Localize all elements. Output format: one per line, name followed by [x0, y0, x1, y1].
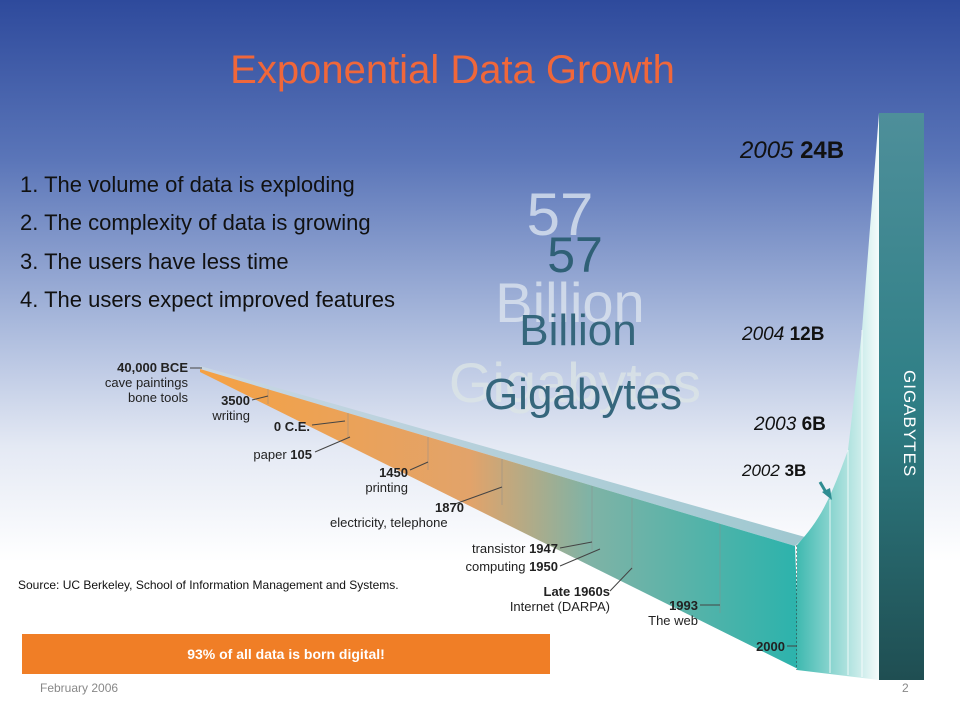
milestone-40000bce: 40,000 BCE cave paintings bone tools	[104, 360, 188, 405]
data-label-2003: 6B	[801, 414, 826, 435]
x-label-2005: 2005	[740, 137, 794, 164]
leader-lines	[190, 367, 797, 647]
ghost-number-back: 57	[526, 181, 594, 248]
milestone-1993: 1993 The web	[648, 598, 698, 628]
growth-fan	[797, 113, 879, 680]
footer-date: February 2006	[40, 681, 119, 695]
ghost-number: 57	[547, 227, 603, 283]
ghost-unit-1-back: Billion	[495, 271, 645, 334]
ghost-unit-1: Billion	[519, 306, 637, 355]
point-2: 2. The complexity of data is growing	[20, 210, 371, 235]
x-label-2003: 2003	[754, 414, 797, 435]
timeline-wedge	[200, 369, 800, 670]
value-label-2004: 2004 12B	[742, 324, 824, 346]
point-4: 4. The users expect improved features	[20, 287, 396, 312]
digital-data-banner: 93% of all data is born digital!	[22, 634, 550, 674]
arrow-2002-head	[822, 488, 832, 500]
value-label-2005: 2005 24B	[740, 137, 844, 165]
milestone-1870: 1870 electricity, telephone	[330, 500, 464, 530]
gigabytes-bar	[879, 113, 924, 680]
milestone-0ce: 0 C.E.	[273, 419, 310, 434]
slide-title: Exponential Data Growth	[230, 48, 675, 92]
point-1: 1. The volume of data is exploding	[20, 172, 355, 197]
point-3: 3. The users have less time	[20, 249, 289, 274]
source-note: Source: UC Berkeley, School of Informati…	[18, 578, 399, 592]
ghost-unit-2: Gigabytes	[483, 370, 683, 419]
value-label-2003: 2003 6B	[754, 414, 826, 436]
milestone-105: paper 105	[253, 447, 312, 462]
data-label-2004: 12B	[789, 324, 825, 345]
data-label-2005: 24B	[800, 137, 845, 164]
milestone-1947: transistor 1947	[471, 541, 558, 556]
x-label-2002: 2002	[742, 461, 780, 480]
timeline-wedge-top	[200, 366, 805, 546]
milestone-1450: 1450 printing	[365, 465, 408, 495]
ghost-unit-2-back: Gigabytes	[448, 351, 702, 414]
bar-axis-label: GIGABYTES	[900, 370, 919, 478]
data-label-2002: 3B	[784, 461, 807, 480]
milestone-2000: 2000	[756, 639, 785, 654]
milestone-3500: 3500 writing	[212, 393, 250, 423]
page-number: 2	[902, 681, 909, 695]
fan-stripes	[829, 330, 863, 677]
x-label-2004: 2004	[742, 324, 785, 345]
milestone-1950: computing 1950	[465, 559, 558, 574]
milestone-late-1960s: Late 1960s Internet (DARPA)	[509, 584, 610, 614]
timeline-dividers	[267, 389, 721, 613]
value-label-2002: 2002 3B	[742, 461, 806, 481]
